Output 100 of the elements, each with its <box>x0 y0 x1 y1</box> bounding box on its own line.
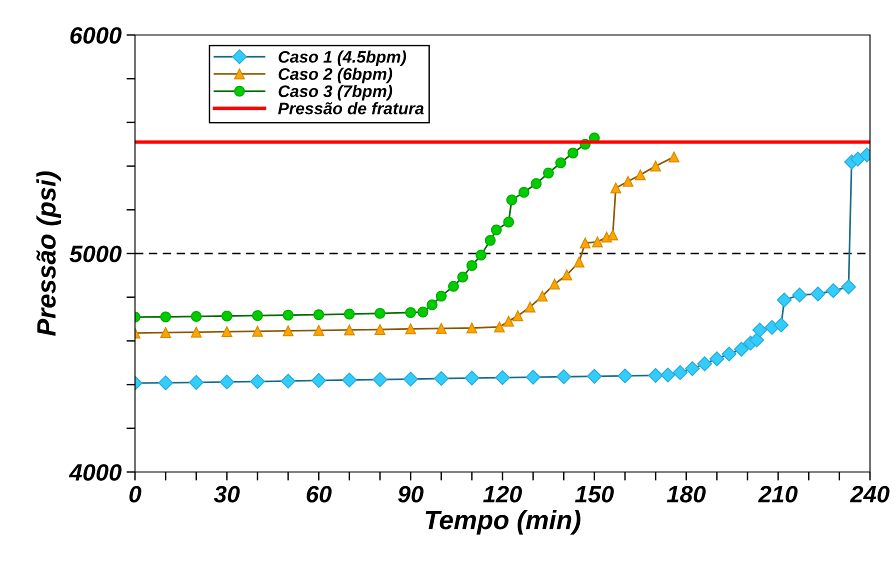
point <box>344 308 355 320</box>
point <box>464 370 480 386</box>
point <box>697 356 712 372</box>
point <box>280 374 296 389</box>
x-tick-label: 0 <box>129 486 142 503</box>
point <box>549 278 560 290</box>
point <box>282 325 294 336</box>
point <box>610 182 622 194</box>
point <box>490 224 502 236</box>
x-tick-label: 210 <box>758 486 798 503</box>
point <box>810 286 826 302</box>
point <box>250 374 265 389</box>
point <box>568 148 578 158</box>
y-tick-label: 6000 <box>70 27 122 44</box>
point <box>776 292 792 308</box>
point <box>592 236 603 248</box>
point <box>426 299 438 310</box>
point <box>660 368 676 382</box>
y-axis-title: Pressão (psi) <box>36 171 61 336</box>
legend-label: Caso 3 (7bpm) <box>278 84 392 100</box>
point <box>512 310 524 322</box>
legend-label: Pressão de fratura <box>278 102 424 114</box>
point <box>403 372 418 387</box>
point <box>622 176 634 187</box>
point <box>252 326 263 337</box>
point <box>607 230 618 240</box>
y-tick-label: 5000 <box>70 246 122 262</box>
x-tick-label: 240 <box>850 486 890 503</box>
point <box>650 160 662 172</box>
point <box>405 307 416 318</box>
point <box>252 310 263 321</box>
point <box>503 316 514 327</box>
x-tick-label: 60 <box>306 486 332 503</box>
point <box>684 361 700 376</box>
x-tick-label: 30 <box>214 486 240 503</box>
point <box>374 308 386 319</box>
point <box>374 324 386 335</box>
point <box>850 152 866 167</box>
point <box>494 322 505 332</box>
point <box>160 311 172 322</box>
point <box>311 373 326 388</box>
point <box>618 368 632 384</box>
legend-label: Caso 2 (6bpm) <box>278 68 392 84</box>
point <box>313 309 324 320</box>
point <box>190 326 202 338</box>
point <box>518 186 530 198</box>
point <box>749 332 764 348</box>
point <box>476 250 486 260</box>
point <box>556 369 572 384</box>
y-tick-label: 4000 <box>68 464 122 481</box>
point <box>495 370 510 386</box>
point <box>221 326 232 338</box>
point <box>574 256 584 268</box>
point <box>158 375 174 390</box>
point <box>555 157 566 168</box>
point <box>436 323 447 334</box>
point <box>434 371 449 386</box>
point <box>221 310 232 322</box>
point <box>190 311 202 322</box>
x-tick-label: 90 <box>398 486 424 503</box>
point <box>160 327 172 338</box>
point <box>313 324 324 336</box>
point <box>722 346 737 362</box>
x-axis-title: Tempo (min) <box>426 510 580 535</box>
point <box>436 290 447 302</box>
point <box>543 168 554 179</box>
point <box>506 194 518 206</box>
point <box>466 260 478 271</box>
point <box>405 323 416 334</box>
point <box>457 272 468 283</box>
point <box>342 372 357 388</box>
point <box>503 216 514 228</box>
point <box>484 234 496 246</box>
point <box>530 178 542 189</box>
point <box>752 322 768 338</box>
point <box>372 372 388 388</box>
point <box>580 238 591 248</box>
point <box>648 368 664 383</box>
x-tick-label: 120 <box>483 486 522 503</box>
point <box>672 365 688 380</box>
point <box>561 269 572 280</box>
point <box>774 318 789 332</box>
point <box>792 288 807 302</box>
point <box>188 374 204 390</box>
point <box>536 290 548 302</box>
point <box>417 306 428 318</box>
point <box>734 342 749 357</box>
point <box>524 302 536 312</box>
point <box>282 310 294 321</box>
point <box>709 351 724 366</box>
point <box>219 374 234 390</box>
legend-label: Caso 1 (4.5bpm) <box>278 50 406 66</box>
point <box>586 368 602 384</box>
point <box>668 152 680 162</box>
point <box>841 280 856 294</box>
point <box>526 370 541 385</box>
point <box>826 283 841 298</box>
point <box>634 169 646 180</box>
point <box>448 280 459 292</box>
point <box>466 322 478 334</box>
